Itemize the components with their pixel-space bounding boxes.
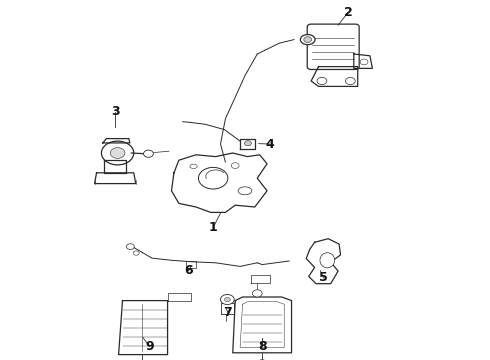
Text: 9: 9 <box>145 340 154 353</box>
Text: 4: 4 <box>265 138 274 150</box>
Ellipse shape <box>190 164 197 168</box>
Circle shape <box>231 163 239 168</box>
Polygon shape <box>103 139 130 143</box>
Circle shape <box>144 150 153 157</box>
Polygon shape <box>306 239 341 284</box>
Polygon shape <box>220 303 234 314</box>
Polygon shape <box>95 173 136 184</box>
Ellipse shape <box>300 35 315 45</box>
Circle shape <box>198 167 228 189</box>
Polygon shape <box>354 54 372 68</box>
Polygon shape <box>172 153 267 212</box>
Ellipse shape <box>238 187 252 195</box>
Polygon shape <box>311 67 358 86</box>
Circle shape <box>252 290 262 297</box>
Text: 6: 6 <box>184 264 193 277</box>
Circle shape <box>317 77 327 85</box>
Text: 8: 8 <box>258 340 267 353</box>
Circle shape <box>220 294 234 305</box>
Polygon shape <box>168 293 191 301</box>
Circle shape <box>224 297 230 302</box>
Circle shape <box>360 59 368 65</box>
Circle shape <box>101 141 134 165</box>
Circle shape <box>133 251 139 255</box>
Ellipse shape <box>320 253 335 268</box>
Circle shape <box>245 141 251 146</box>
Text: 7: 7 <box>223 306 232 319</box>
Text: 3: 3 <box>111 105 120 118</box>
Polygon shape <box>233 297 292 353</box>
Circle shape <box>345 77 355 85</box>
Circle shape <box>304 37 312 42</box>
Text: 1: 1 <box>209 221 218 234</box>
Circle shape <box>110 148 125 158</box>
Circle shape <box>126 244 134 249</box>
FancyBboxPatch shape <box>307 24 359 69</box>
Polygon shape <box>186 261 196 268</box>
Polygon shape <box>240 301 284 347</box>
Polygon shape <box>119 301 168 355</box>
Polygon shape <box>240 139 255 149</box>
Polygon shape <box>104 160 126 173</box>
Text: 2: 2 <box>343 6 352 19</box>
Text: 5: 5 <box>319 271 328 284</box>
Polygon shape <box>251 275 270 283</box>
